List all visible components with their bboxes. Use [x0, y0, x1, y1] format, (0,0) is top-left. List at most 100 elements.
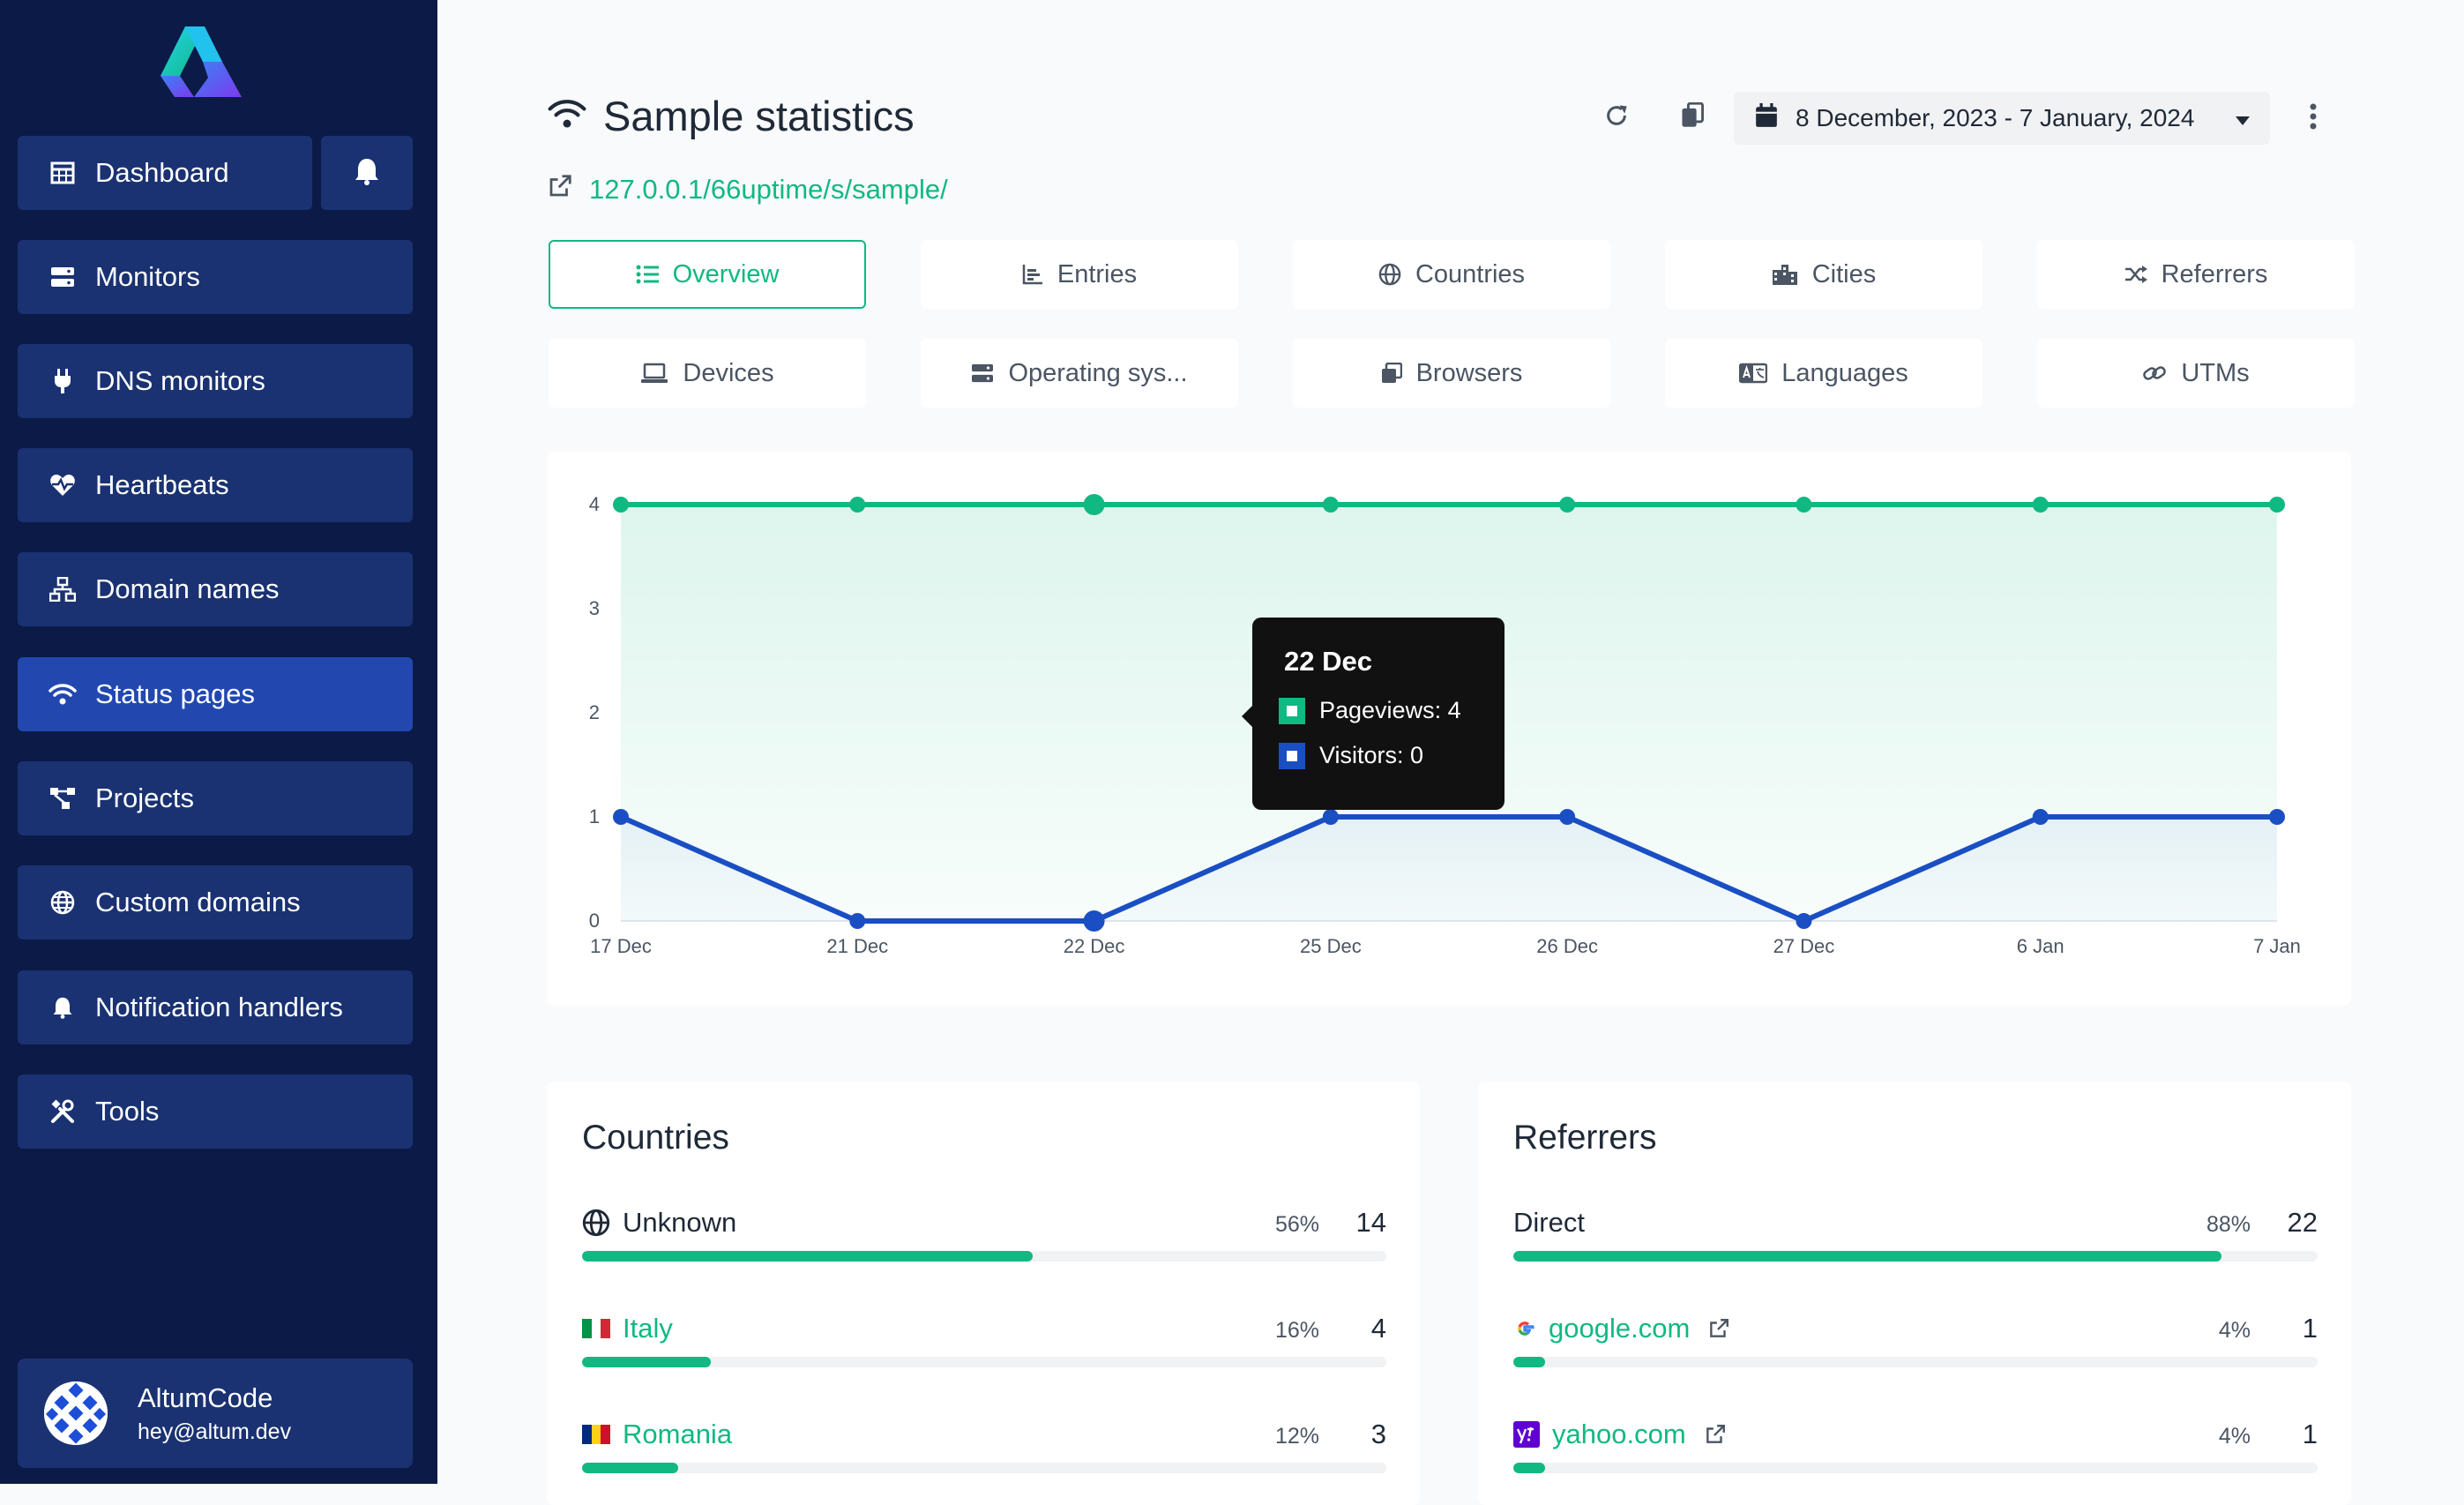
- chart-bar-icon: [1022, 264, 1043, 285]
- wifi-icon: [48, 679, 78, 709]
- country-name[interactable]: Italy: [582, 1313, 673, 1344]
- tab-operating-systems[interactable]: Operating sys...: [921, 339, 1238, 408]
- sidebar-item-label: DNS monitors: [95, 365, 265, 396]
- sidebar-item-notification-handlers[interactable]: Notification handlers: [18, 970, 413, 1045]
- referrer-label[interactable]: google.com: [1549, 1313, 1691, 1344]
- tab-label: Languages: [1781, 358, 1908, 387]
- y-tick-label: 2: [589, 701, 600, 723]
- external-link-icon[interactable]: [1707, 1317, 1730, 1340]
- notifications-button[interactable]: [321, 136, 413, 210]
- sidebar-item-label: Domain names: [95, 573, 280, 604]
- percentage: 88%: [2206, 1212, 2251, 1237]
- flag-ro-icon: [582, 1425, 611, 1444]
- tab-referrers[interactable]: Referrers: [2037, 240, 2355, 309]
- data-point-pageviews: [2032, 497, 2049, 513]
- referrer-name[interactable]: yahoo.com: [1513, 1419, 1727, 1450]
- data-point-visitors: [2269, 809, 2285, 825]
- list-item: Romania 12% 3: [582, 1419, 1386, 1489]
- data-point-pageviews: [1796, 497, 1812, 513]
- list-item: Unknown 56% 14: [582, 1207, 1386, 1277]
- progress-bar: [1513, 1463, 2318, 1473]
- x-tick-label: 6 Jan: [2017, 935, 2065, 957]
- tab-label: Browsers: [1415, 358, 1523, 387]
- status-page-url[interactable]: 127.0.0.1/66uptime/s/sample/: [589, 174, 948, 205]
- sidebar-item-dns-monitors[interactable]: DNS monitors: [18, 344, 413, 418]
- data-point-pageviews: [1559, 497, 1576, 513]
- sidebar-item-custom-domains[interactable]: Custom domains: [18, 865, 413, 940]
- country-label[interactable]: Italy: [623, 1313, 673, 1344]
- tooltip-row-pageviews: Pageviews: 4: [1279, 697, 1473, 724]
- top-actions: [1589, 90, 1720, 145]
- chart-card: 0 1 2 3 4 17 Dec 21 Dec 22 Dec 25 Dec 26 Dec 27 De…: [547, 452, 2351, 1006]
- tab-browsers[interactable]: Browsers: [1293, 339, 1610, 408]
- tooltip-title: 22 Dec: [1284, 646, 1372, 677]
- data-point-pageviews: [2269, 497, 2285, 513]
- chart-tooltip: 22 Dec Pageviews: 4 Visitors: 0: [1242, 618, 1505, 810]
- date-range-label: 8 December, 2023 - 7 January, 2024: [1796, 104, 2195, 131]
- card-title: Countries: [582, 1119, 729, 1157]
- y-tick-label: 0: [589, 910, 600, 932]
- tab-cities[interactable]: Cities: [1665, 240, 1982, 309]
- data-point-visitors: [1322, 809, 1339, 825]
- date-range-picker[interactable]: 8 December, 2023 - 7 January, 2024: [1734, 92, 2270, 145]
- external-link-icon[interactable]: [1704, 1423, 1727, 1446]
- referrer-label[interactable]: yahoo.com: [1552, 1419, 1686, 1449]
- progress-bar: [582, 1357, 1386, 1367]
- country-name[interactable]: Romania: [582, 1419, 732, 1450]
- copy-button[interactable]: [1665, 90, 1720, 145]
- count: 14: [1355, 1207, 1386, 1238]
- tab-countries[interactable]: Countries: [1293, 240, 1610, 309]
- refresh-button[interactable]: [1589, 90, 1644, 145]
- progress-fill: [582, 1251, 1033, 1262]
- sidebar-item-domain-names[interactable]: Domain names: [18, 552, 413, 626]
- sidebar-item-monitors[interactable]: Monitors: [18, 240, 413, 314]
- sidebar-item-dashboard[interactable]: Dashboard: [18, 136, 312, 210]
- referrer-name[interactable]: google.com: [1513, 1313, 1730, 1344]
- avatar: [44, 1381, 108, 1445]
- referrer-label: Direct: [1513, 1207, 1585, 1238]
- x-tick-label: 25 Dec: [1300, 935, 1362, 957]
- tab-label: UTMs: [2181, 358, 2250, 387]
- data-point-visitors: [849, 913, 866, 929]
- percentage: 4%: [2218, 1424, 2251, 1449]
- y-tick-label: 4: [589, 493, 600, 515]
- referrers-card: Referrers Direct 88% 22 google.com 4% 1 …: [1478, 1082, 2351, 1505]
- progress-fill: [582, 1357, 711, 1367]
- sidebar-item-projects[interactable]: Projects: [18, 761, 413, 835]
- data-point-visitors: [1559, 809, 1576, 825]
- progress-bar: [1513, 1251, 2318, 1262]
- tab-utms[interactable]: UTMs: [2037, 339, 2355, 408]
- tab-overview[interactable]: Overview: [549, 240, 866, 309]
- country-label[interactable]: Romania: [623, 1419, 733, 1449]
- x-tick-label: 7 Jan: [2253, 935, 2301, 957]
- more-options-button[interactable]: [2300, 99, 2326, 138]
- tooltip-arrow: [1242, 706, 1252, 727]
- plug-icon: [48, 366, 78, 396]
- card-title: Referrers: [1513, 1119, 1657, 1157]
- tab-languages[interactable]: Languages: [1665, 339, 1982, 408]
- sidebar-item-status-pages[interactable]: Status pages: [18, 657, 413, 731]
- data-point-pageviews: [613, 497, 629, 513]
- x-tick-label: 21 Dec: [826, 935, 888, 957]
- legend-swatch-pageviews: [1279, 697, 1305, 724]
- tab-devices[interactable]: Devices: [549, 339, 866, 408]
- user-card[interactable]: AltumCode hey@altum.dev: [18, 1359, 413, 1468]
- data-point-visitors: [1083, 910, 1105, 932]
- country-name: Unknown: [582, 1207, 736, 1239]
- data-point-pageviews: [849, 497, 866, 513]
- copy-icon: [1681, 101, 1704, 133]
- status-page-link[interactable]: 127.0.0.1/66uptime/s/sample/: [547, 173, 948, 206]
- percentage: 56%: [1274, 1212, 1319, 1237]
- ellipsis-vertical-icon: [2310, 103, 2317, 134]
- tab-label: Countries: [1415, 259, 1526, 288]
- logo[interactable]: [159, 25, 243, 99]
- sidebar-item-heartbeats[interactable]: Heartbeats: [18, 448, 413, 522]
- percentage: 16%: [1274, 1318, 1319, 1343]
- server-icon: [971, 363, 994, 384]
- sidebar-item-tools[interactable]: Tools: [18, 1074, 413, 1149]
- count: 4: [1370, 1313, 1386, 1344]
- tab-label: Overview: [672, 259, 780, 288]
- x-tick-label: 22 Dec: [1064, 935, 1125, 957]
- progress-bar: [582, 1251, 1386, 1262]
- tab-entries[interactable]: Entries: [921, 240, 1238, 309]
